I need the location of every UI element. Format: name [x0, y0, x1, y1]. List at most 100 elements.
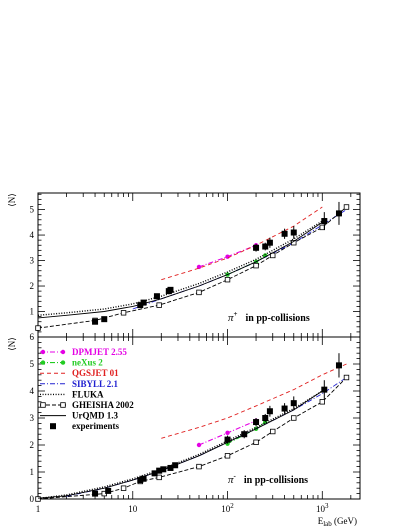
- annotation: π-in pp-collisions: [228, 472, 308, 486]
- legend-entry-dpmjet-2-55: DPMJET 2.55: [40, 347, 127, 357]
- data-point: [156, 474, 162, 481]
- data-point: [281, 230, 288, 237]
- data-point: [290, 229, 297, 236]
- annotation: π+ in pp-collisions: [228, 310, 310, 324]
- y-tick-label: 4: [30, 386, 35, 396]
- data-point: [321, 218, 328, 225]
- y-tick-label: 4: [30, 230, 35, 240]
- legend-marker: [60, 349, 66, 355]
- data-point: [101, 316, 108, 323]
- x-axis-title: Elab (GeV): [318, 516, 357, 528]
- data-point: [140, 475, 147, 482]
- y-axis-title: ⟨N⟩: [7, 193, 17, 207]
- legend-entry-experiments: experiments: [50, 421, 119, 431]
- data-point: [196, 264, 202, 270]
- series-line: [37, 377, 347, 500]
- y-tick-label: 6: [30, 332, 35, 342]
- x-tick-label: 1: [36, 504, 41, 514]
- data-point: [196, 463, 202, 470]
- data-point: [156, 467, 163, 474]
- y-tick-label: 2: [30, 281, 35, 291]
- legend-label: DPMJET 2.55: [72, 347, 127, 357]
- data-point: [253, 439, 259, 445]
- y-tick-label: 3: [30, 413, 35, 423]
- data-point: [196, 289, 202, 296]
- legend-label: neXus 2: [72, 358, 103, 368]
- series-fluka: [37, 220, 323, 316]
- data-point: [160, 466, 167, 473]
- data-point: [281, 405, 288, 412]
- data-point: [321, 386, 328, 393]
- legend-entry-qgsjet-01: QGSJET 01: [40, 368, 119, 378]
- legend-marker: [40, 402, 46, 408]
- data-point: [196, 442, 202, 448]
- legend-entry-fluka: FLUKA: [40, 389, 104, 399]
- legend-label: SIBYLL 2.1: [72, 379, 119, 389]
- data-point: [153, 293, 160, 300]
- data-point: [290, 400, 297, 407]
- data-point: [105, 487, 112, 494]
- data-point: [224, 276, 231, 283]
- data-point: [319, 399, 325, 405]
- data-point: [291, 415, 297, 421]
- legend-label: experiments: [72, 421, 119, 431]
- data-point: [167, 286, 174, 293]
- series-line: [37, 206, 347, 329]
- data-point: [266, 408, 273, 415]
- legend-marker: [40, 349, 46, 355]
- data-point: [120, 310, 127, 316]
- data-point: [335, 210, 342, 217]
- legend-entry-sibyll-2-1: SIBYLL 2.1: [40, 379, 119, 389]
- series-line: [132, 209, 347, 310]
- legend-label: GHEISHA 2002: [72, 400, 134, 410]
- data-point: [335, 362, 342, 369]
- y-tick-label: 3: [30, 256, 35, 266]
- series-line: [37, 220, 323, 316]
- data-point: [253, 244, 260, 251]
- data-point: [92, 318, 99, 325]
- series-urqmd-1-3: [37, 390, 323, 499]
- series-experiments: [92, 353, 342, 497]
- series-qgsjet-01: [161, 206, 323, 281]
- series-qgsjet-01: [161, 363, 347, 439]
- y-tick-label: 5: [30, 205, 35, 215]
- data-point: [266, 239, 273, 246]
- data-point: [167, 464, 174, 471]
- data-point: [262, 415, 269, 421]
- legend-entry-nexus-2: neXus 2: [40, 358, 103, 368]
- x-tick-label: 103: [316, 502, 329, 514]
- series-line: [37, 390, 323, 499]
- legend-label: QGSJET 01: [72, 368, 119, 378]
- data-point: [224, 453, 231, 459]
- data-point: [225, 430, 230, 436]
- data-point: [262, 243, 269, 250]
- series-line: [37, 221, 323, 319]
- data-point: [35, 325, 41, 331]
- data-point: [140, 299, 147, 306]
- data-point: [343, 204, 350, 210]
- series-experiments: [92, 201, 342, 325]
- data-point: [225, 254, 230, 259]
- data-point: [253, 262, 259, 269]
- data-point: [137, 477, 144, 484]
- y-tick-label: 2: [30, 440, 35, 450]
- y-tick-label: 0: [30, 494, 35, 504]
- y-tick-label: 1: [30, 467, 35, 477]
- y-axis-title: ⟨N⟩: [7, 337, 17, 351]
- data-point: [156, 302, 162, 308]
- legend-marker: [40, 360, 46, 365]
- data-point: [172, 462, 179, 469]
- y-tick-label: 1: [30, 307, 35, 317]
- series-gheisha-2002: [35, 374, 350, 502]
- series-line: [161, 206, 323, 281]
- data-point: [224, 436, 231, 443]
- y-tick-label: 5: [30, 359, 35, 369]
- legend-label: UrQMD 1.3: [72, 411, 118, 421]
- series-urqmd-1-3: [37, 221, 323, 319]
- data-point: [270, 428, 276, 435]
- data-point: [241, 431, 248, 438]
- data-point: [35, 496, 41, 502]
- data-point: [253, 419, 260, 426]
